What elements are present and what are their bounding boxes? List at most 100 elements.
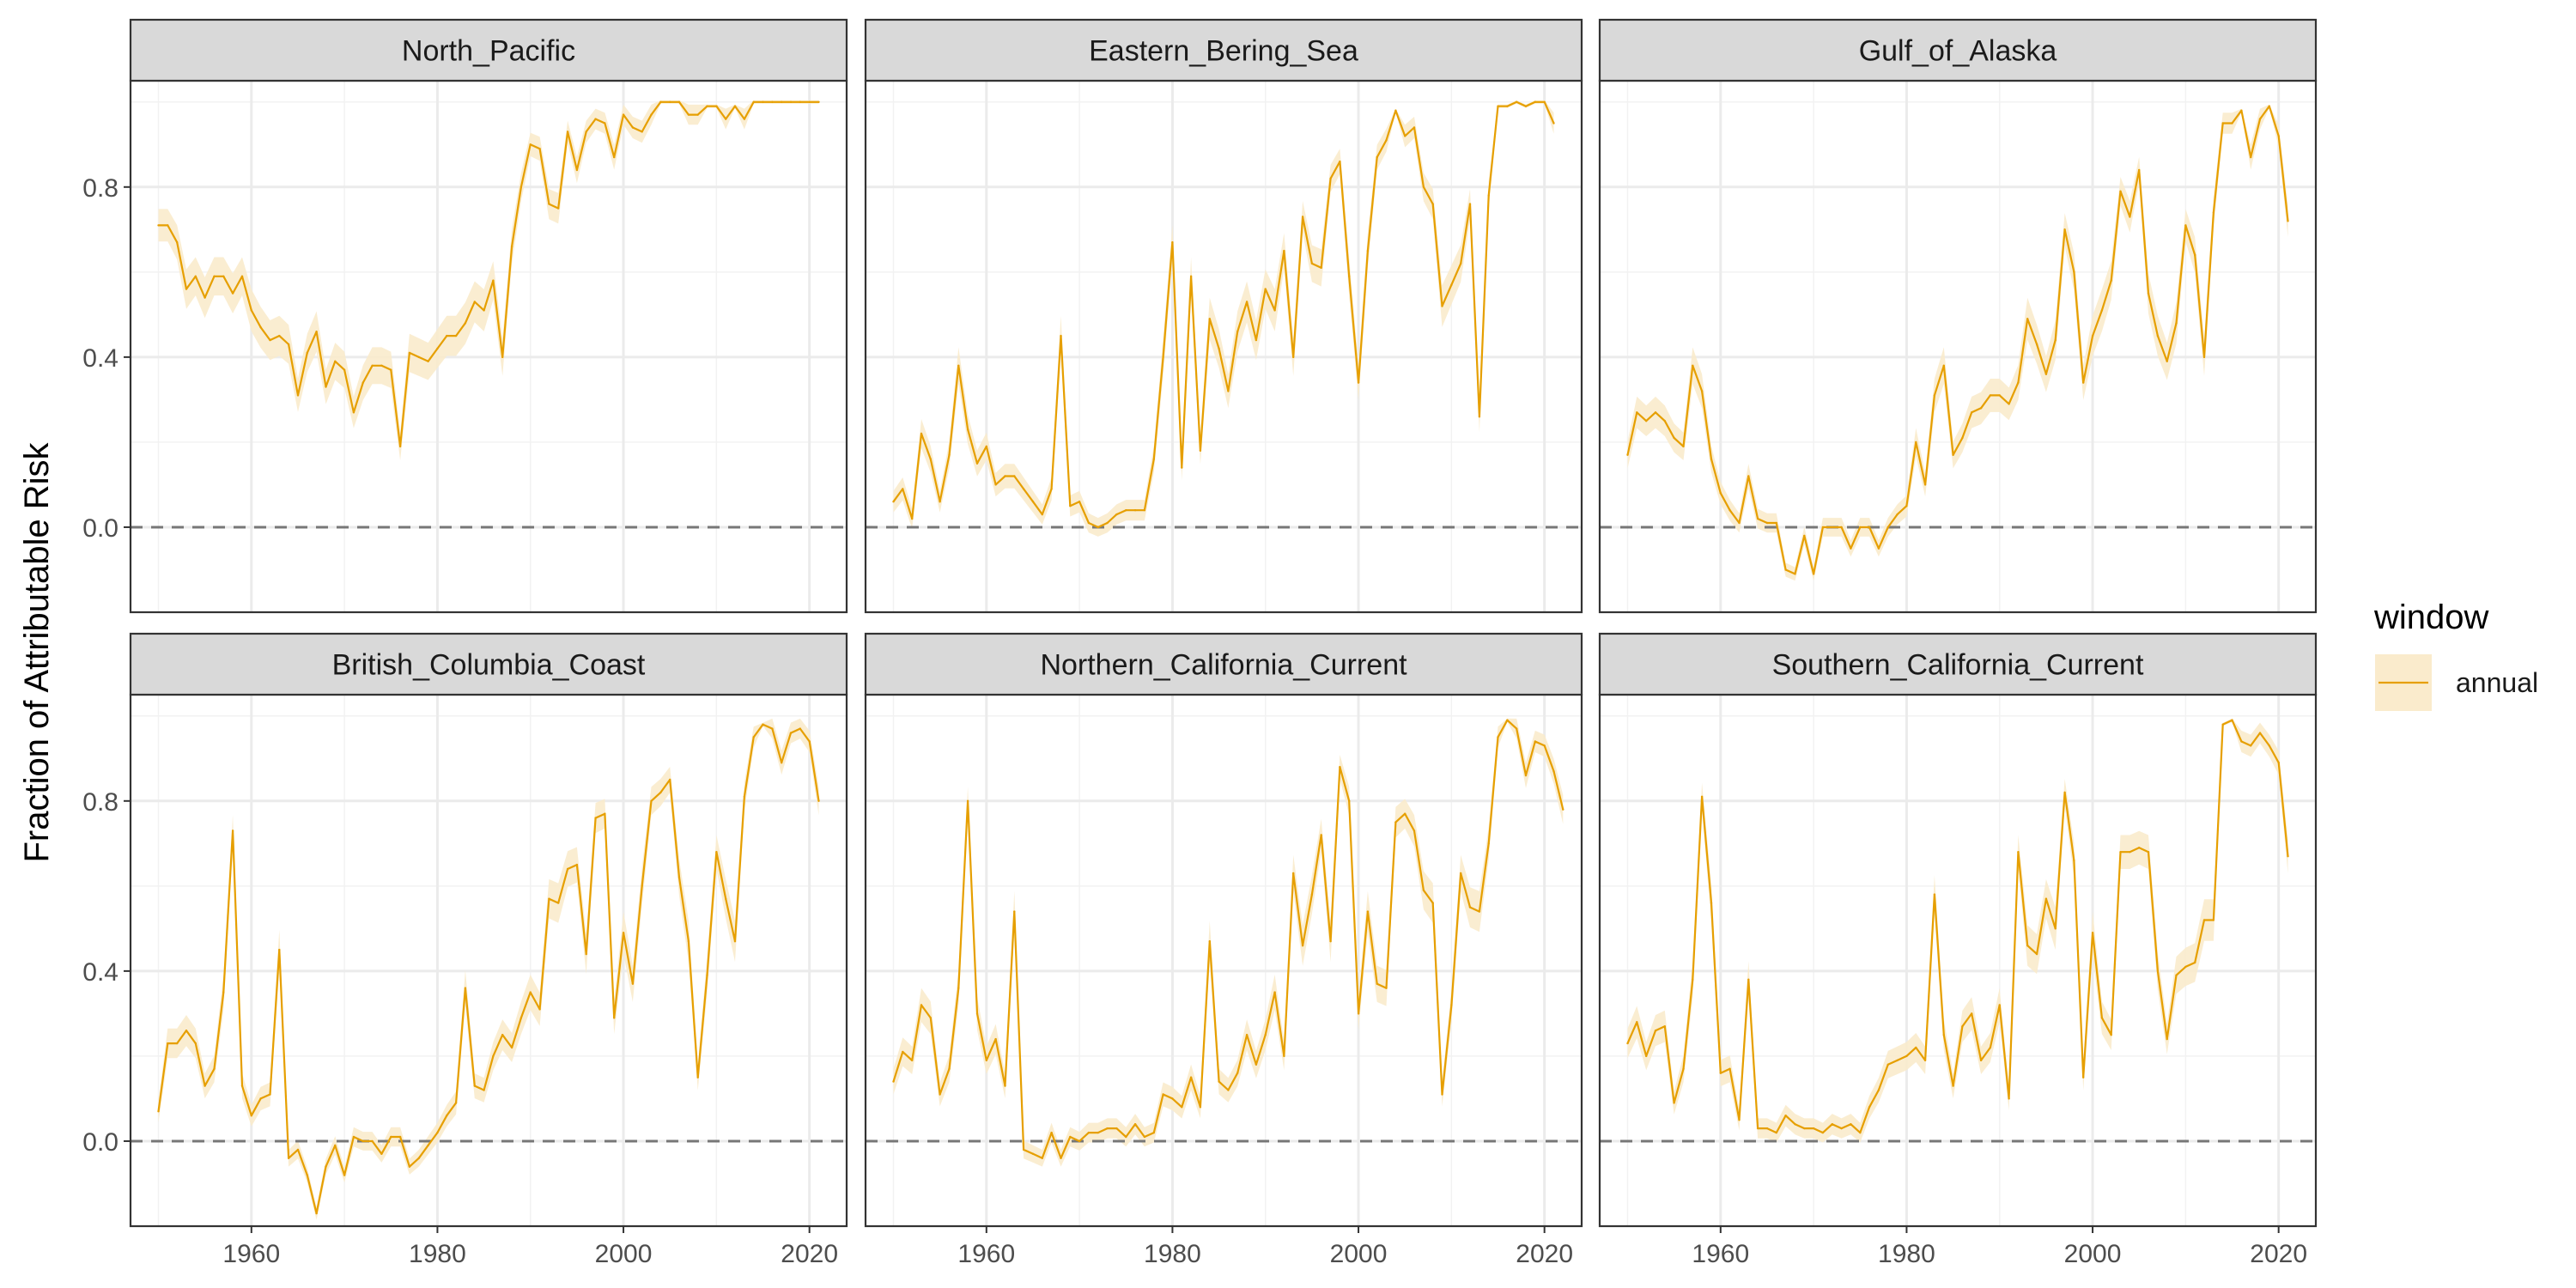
data-point bbox=[966, 428, 969, 431]
x-tick-label: 1960 bbox=[957, 1240, 1015, 1268]
data-point bbox=[743, 795, 746, 798]
data-point bbox=[1273, 991, 1276, 993]
data-point bbox=[622, 932, 625, 934]
data-point bbox=[752, 736, 755, 738]
data-point bbox=[1218, 1080, 1220, 1083]
data-point bbox=[939, 1093, 941, 1096]
data-point bbox=[1738, 521, 1741, 525]
data-point bbox=[566, 131, 569, 133]
data-point bbox=[1394, 109, 1397, 112]
data-point bbox=[2194, 961, 2196, 964]
data-point bbox=[352, 1135, 355, 1139]
data-point bbox=[687, 113, 690, 116]
data-point bbox=[975, 462, 979, 465]
data-point bbox=[1645, 420, 1648, 422]
data-point bbox=[315, 331, 318, 333]
data-point bbox=[669, 100, 671, 104]
data-point bbox=[436, 347, 439, 350]
data-point bbox=[1673, 1102, 1675, 1104]
panel-background bbox=[131, 695, 847, 1226]
data-point bbox=[659, 791, 662, 794]
data-point bbox=[1859, 1131, 1862, 1134]
data-point bbox=[1199, 449, 1202, 452]
data-point bbox=[1524, 774, 1528, 777]
facet-strip-label: Gulf_of_Alaska bbox=[1859, 35, 2057, 68]
data-point bbox=[1971, 1012, 1973, 1015]
data-point bbox=[1125, 1135, 1127, 1139]
data-point bbox=[706, 974, 708, 977]
data-point bbox=[557, 902, 560, 904]
data-point bbox=[1069, 505, 1072, 507]
data-point bbox=[1468, 906, 1472, 908]
data-point bbox=[1097, 1131, 1100, 1134]
data-point bbox=[240, 275, 244, 277]
data-point bbox=[464, 322, 467, 325]
data-point bbox=[677, 100, 681, 104]
data-point bbox=[892, 1080, 895, 1083]
data-point bbox=[2100, 309, 2104, 312]
data-point bbox=[2231, 719, 2233, 721]
data-point bbox=[1208, 318, 1212, 320]
data-point bbox=[371, 364, 374, 367]
data-point bbox=[929, 1017, 933, 1019]
data-point bbox=[2202, 919, 2206, 921]
data-point bbox=[1097, 526, 1100, 529]
series-line-annual bbox=[1626, 105, 2289, 575]
data-point bbox=[817, 799, 820, 802]
data-point bbox=[510, 1046, 513, 1049]
data-point bbox=[2175, 322, 2178, 325]
data-point bbox=[1803, 534, 1806, 538]
data-point bbox=[1645, 1054, 1648, 1058]
data-point bbox=[548, 203, 550, 205]
data-point bbox=[771, 100, 774, 104]
facet-strip bbox=[129, 632, 848, 696]
data-point bbox=[1189, 1076, 1193, 1078]
facet-strip bbox=[1598, 632, 2318, 696]
data-point bbox=[2035, 343, 2038, 346]
data-point bbox=[1915, 440, 1917, 444]
data-point bbox=[1506, 105, 1509, 107]
data-point bbox=[911, 1059, 914, 1062]
data-point bbox=[296, 1148, 300, 1151]
legend-entry-label: annual bbox=[2456, 667, 2538, 698]
data-point bbox=[325, 1165, 327, 1168]
data-point bbox=[566, 867, 569, 871]
data-point bbox=[1979, 407, 1983, 410]
data-point bbox=[380, 1152, 383, 1156]
data-point bbox=[398, 1135, 402, 1139]
data-point bbox=[1942, 364, 1945, 367]
facet-strip-label: British_Columbia_Coast bbox=[332, 649, 646, 682]
data-point bbox=[371, 1139, 374, 1143]
data-point bbox=[250, 309, 252, 312]
data-point bbox=[398, 445, 402, 448]
data-point bbox=[1952, 453, 1954, 456]
data-point bbox=[1422, 185, 1425, 188]
data-point bbox=[1218, 347, 1220, 350]
data-point bbox=[1636, 1021, 1638, 1024]
data-point bbox=[1031, 501, 1035, 503]
data-point bbox=[2268, 744, 2270, 747]
data-point bbox=[1989, 1046, 1992, 1049]
data-point bbox=[808, 740, 811, 743]
data-point bbox=[799, 100, 801, 104]
data-point bbox=[427, 360, 429, 362]
data-point bbox=[687, 940, 690, 943]
facet-panel-northern-california-current: Northern_California_Current 1960 1980 2000 2… bbox=[864, 632, 1583, 1268]
data-point bbox=[1004, 475, 1006, 477]
y-tick-label: 0.0 bbox=[82, 1128, 118, 1157]
data-point bbox=[1236, 331, 1239, 333]
data-point bbox=[185, 288, 188, 290]
data-point bbox=[2138, 847, 2141, 849]
data-point bbox=[1450, 1004, 1453, 1006]
data-point bbox=[1245, 301, 1249, 303]
data-point bbox=[677, 876, 681, 879]
facet-strip-label: North_Pacific bbox=[402, 35, 575, 68]
data-point bbox=[1292, 355, 1295, 359]
data-point bbox=[1143, 509, 1146, 512]
x-tick-label: 2000 bbox=[595, 1240, 653, 1268]
data-point bbox=[390, 1135, 392, 1139]
data-point bbox=[1552, 769, 1555, 773]
data-point bbox=[1840, 526, 1843, 529]
data-point bbox=[2063, 228, 2066, 231]
